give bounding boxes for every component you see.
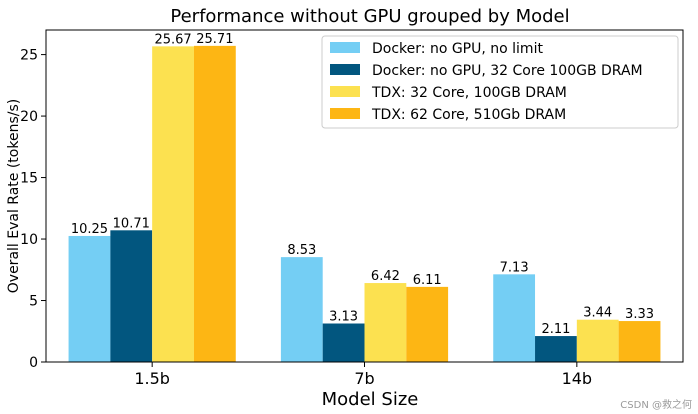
bar xyxy=(68,235,111,362)
x-axis: 1.5b 7b 14b xyxy=(134,362,592,388)
bar-value-label: 6.11 xyxy=(413,273,442,288)
value-labels-layer: 10.25 10.71 25.67 25.71 8.53 3.13 6.42 6.11 7.13… xyxy=(71,32,654,337)
bar-value-label: 7.13 xyxy=(500,260,529,275)
bar-value-label: 25.67 xyxy=(154,32,191,47)
bar xyxy=(576,319,619,362)
bar xyxy=(618,321,661,362)
bars-layer xyxy=(68,45,661,363)
legend-box xyxy=(321,35,679,129)
y-axis: 0 5 10 15 20 25 xyxy=(20,48,46,371)
bar xyxy=(280,257,323,362)
x-tick-label: 7b xyxy=(354,369,374,388)
legend-label: Docker: no GPU, 32 Core 100GB DRAM xyxy=(372,63,643,79)
bar-value-label: 2.11 xyxy=(541,322,570,337)
bar xyxy=(193,45,236,363)
bar-value-label: 10.71 xyxy=(113,216,150,231)
bar-value-label: 8.53 xyxy=(287,243,316,258)
y-tick-label: 15 xyxy=(20,171,38,187)
bar-value-label: 6.42 xyxy=(371,269,400,284)
x-tick-label: 14b xyxy=(562,369,593,388)
bar xyxy=(322,323,365,362)
legend: Docker: no GPU, no limit Docker: no GPU, … xyxy=(321,35,679,129)
chart-title: Performance without GPU grouped by Model xyxy=(170,6,569,27)
legend-swatch xyxy=(330,64,360,75)
bar-value-label: 3.13 xyxy=(329,310,358,325)
bar xyxy=(493,274,536,362)
bar-value-label: 3.33 xyxy=(625,307,654,322)
legend-swatch xyxy=(330,42,360,53)
y-tick-label: 0 xyxy=(29,355,38,371)
bar-value-label: 10.25 xyxy=(71,222,108,237)
bar xyxy=(535,336,577,362)
y-tick-label: 10 xyxy=(20,232,38,248)
x-tick-label: 1.5b xyxy=(134,369,170,388)
bar-value-label: 3.44 xyxy=(583,306,612,321)
y-tick-label: 20 xyxy=(20,109,38,125)
legend-label: TDX: 32 Core, 100GB DRAM xyxy=(371,85,567,101)
y-tick-label: 5 xyxy=(29,294,38,310)
legend-swatch xyxy=(330,108,360,119)
bar xyxy=(152,46,194,363)
legend-label: TDX: 62 Core, 510Gb DRAM xyxy=(371,107,566,123)
bar xyxy=(364,283,407,362)
bar-value-label: 25.71 xyxy=(196,32,233,47)
x-axis-label: Model Size xyxy=(322,389,419,410)
bar xyxy=(406,286,449,362)
bar xyxy=(110,230,153,362)
watermark: CSDN @救之何 xyxy=(620,400,692,411)
y-tick-label: 25 xyxy=(20,48,38,64)
legend-label: Docker: no GPU, no limit xyxy=(372,41,543,57)
legend-swatch xyxy=(330,86,360,97)
y-axis-label: Overall Eval Rate (tokens/s) xyxy=(6,99,22,293)
